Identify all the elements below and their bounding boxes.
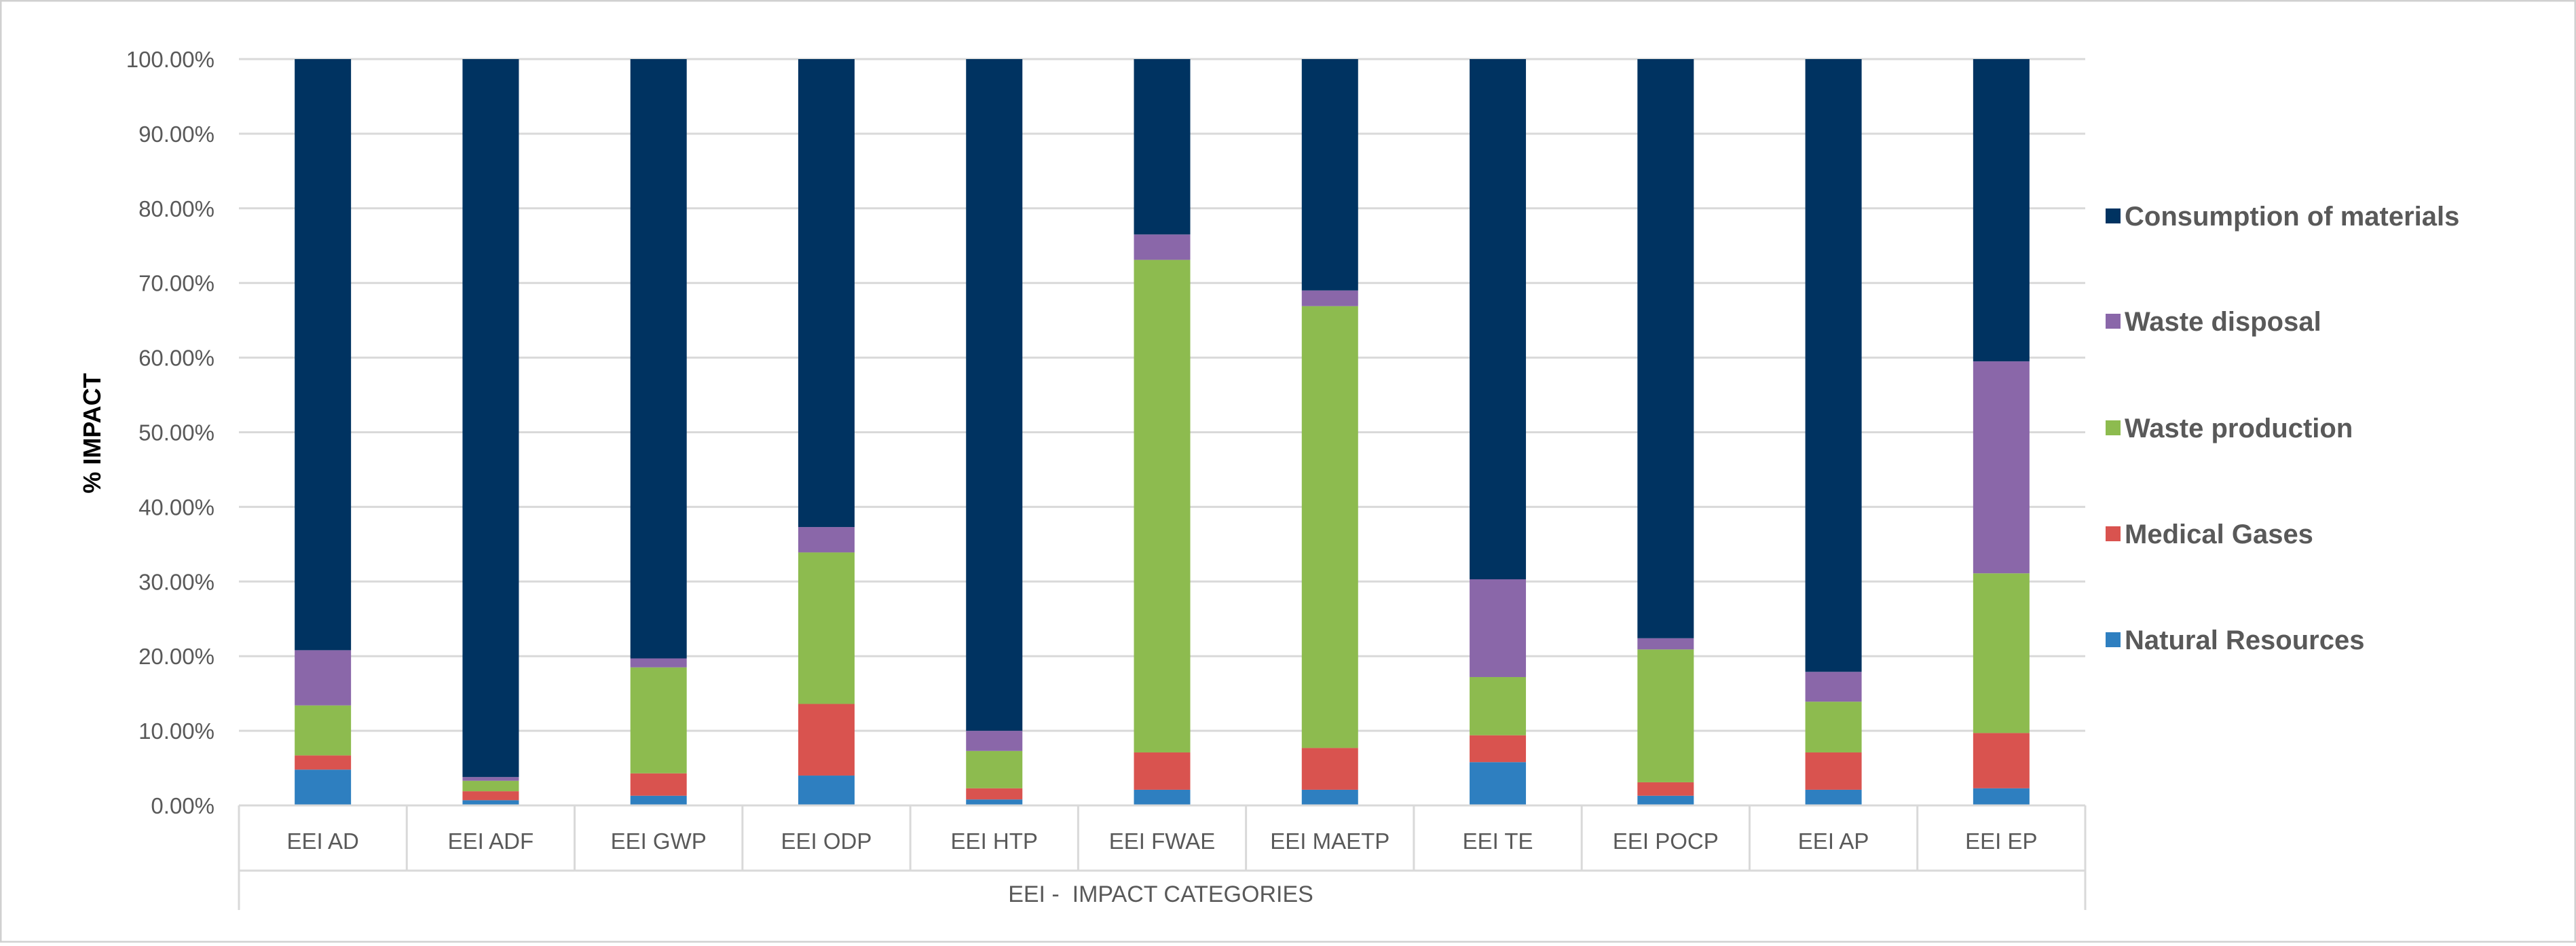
bar-segment-consumption-of-materials — [1470, 59, 1527, 580]
bar-segment-medical-gases — [1805, 752, 1862, 790]
bar-segment-medical-gases — [1637, 782, 1694, 796]
bar-segment-natural-resources — [630, 795, 687, 805]
bar-segment-waste-disposal — [630, 658, 687, 668]
bar-segment-waste-production — [1470, 676, 1527, 735]
bar-segment-medical-gases — [462, 791, 519, 801]
x-axis-title: EEI - IMPACT CATEGORIES — [1008, 881, 1313, 907]
bar-segment-waste-production — [966, 750, 1023, 788]
bar-segment-natural-resources — [966, 799, 1023, 805]
x-tick-label: EEI ODP — [781, 829, 872, 854]
y-tick-label: 20.00% — [138, 644, 214, 669]
bar-segment-medical-gases — [1973, 733, 2030, 788]
bar-segment-consumption-of-materials — [462, 59, 519, 778]
x-tick-label: EEI AP — [1798, 829, 1869, 854]
legend-label: Waste disposal — [2125, 307, 2321, 337]
x-tick-label: EEI ADF — [448, 829, 534, 854]
bar-segment-waste-production — [1973, 573, 2030, 733]
bar-segment-waste-disposal — [966, 731, 1023, 751]
bar-segment-natural-resources — [1805, 789, 1862, 805]
bar-segment-medical-gases — [295, 755, 352, 770]
x-tick-label: EEI FWAE — [1109, 829, 1215, 854]
y-tick-label: 50.00% — [138, 420, 214, 445]
bar-segment-consumption-of-materials — [1637, 59, 1694, 638]
bar-segment-consumption-of-materials — [1973, 59, 2030, 362]
bar-segment-waste-disposal — [295, 650, 352, 706]
bar-segment-waste-disposal — [1470, 579, 1527, 677]
legend-swatch — [2106, 208, 2121, 223]
x-tick-label: EEI EP — [1965, 829, 2037, 854]
x-tick-label: EEI AD — [286, 829, 358, 854]
legend-label: Natural Resources — [2125, 625, 2364, 655]
bar-segment-waste-disposal — [798, 527, 855, 553]
legend: Consumption of materials Waste disposal Wa… — [2106, 202, 2459, 655]
bar-segment-waste-production — [630, 667, 687, 774]
bar-segment-natural-resources — [1470, 762, 1527, 805]
bar-segment-medical-gases — [1301, 748, 1358, 790]
bar-segment-consumption-of-materials — [630, 59, 687, 659]
bar-segment-natural-resources — [1134, 789, 1191, 805]
y-tick-label: 80.00% — [138, 196, 214, 221]
bar-segment-natural-resources — [1973, 788, 2030, 805]
bar-segment-medical-gases — [1470, 735, 1527, 763]
bar-segment-waste-disposal — [1973, 361, 2030, 574]
y-axis-title: % IMPACT — [78, 373, 106, 493]
bar-segment-waste-disposal — [462, 777, 519, 781]
legend-swatch — [2106, 314, 2121, 329]
bar-segment-medical-gases — [798, 704, 855, 776]
bar-segment-medical-gases — [1134, 752, 1191, 790]
legend-swatch — [2106, 632, 2121, 647]
bar-segment-natural-resources — [462, 800, 519, 805]
bar-segment-waste-production — [1805, 702, 1862, 752]
y-tick-label: 10.00% — [138, 718, 214, 744]
bar-segment-consumption-of-materials — [1805, 59, 1862, 672]
x-tick-label: EEI TE — [1463, 829, 1533, 854]
bar-segment-natural-resources — [1301, 789, 1358, 805]
bar-segment-natural-resources — [295, 769, 352, 805]
y-axis-ticks: 0.00% 10.00% 20.00% 30.00% 40.00% 50.00% 60.00… — [126, 47, 214, 818]
bar-segment-waste-production — [1301, 306, 1358, 748]
y-tick-label: 40.00% — [138, 494, 214, 520]
y-tick-label: 90.00% — [138, 122, 214, 147]
bar-segment-consumption-of-materials — [1301, 59, 1358, 291]
x-tick-label: EEI MAETP — [1270, 829, 1389, 854]
bar-segment-waste-production — [798, 552, 855, 704]
bar-segment-consumption-of-materials — [798, 59, 855, 528]
legend-label: Waste production — [2125, 414, 2353, 443]
legend-label: Medical Gases — [2125, 520, 2313, 549]
bars — [295, 59, 2030, 805]
legend-label: Consumption of materials — [2125, 202, 2459, 232]
y-tick-label: 70.00% — [138, 271, 214, 296]
x-tick-label: EEI GWP — [611, 829, 707, 854]
y-tick-label: 30.00% — [138, 569, 214, 594]
legend-swatch — [2106, 420, 2121, 435]
bar-segment-waste-disposal — [1134, 234, 1191, 260]
legend-swatch — [2106, 526, 2121, 541]
bar-segment-medical-gases — [630, 773, 687, 796]
bar-segment-consumption-of-materials — [1134, 59, 1191, 235]
bar-segment-medical-gases — [966, 788, 1023, 800]
bar-segment-waste-disposal — [1637, 638, 1694, 650]
bar-segment-waste-production — [1134, 259, 1191, 752]
bar-segment-waste-production — [295, 705, 352, 756]
y-tick-label: 0.00% — [151, 793, 214, 818]
x-axis: EEI AD EEI ADF EEI GWP EEI ODP EEI HTP EEI FW… — [238, 804, 2087, 910]
bar-segment-waste-disposal — [1805, 672, 1862, 702]
bar-segment-waste-production — [1637, 649, 1694, 782]
bar-segment-waste-disposal — [1301, 290, 1358, 306]
x-tick-label: EEI POCP — [1613, 829, 1719, 854]
bar-segment-waste-production — [462, 780, 519, 792]
y-tick-label: 100.00% — [126, 47, 214, 72]
x-tick-label: EEI HTP — [951, 829, 1038, 854]
y-tick-label: 60.00% — [138, 346, 214, 371]
bar-segment-natural-resources — [798, 776, 855, 805]
bar-segment-consumption-of-materials — [295, 59, 352, 651]
bar-segment-natural-resources — [1637, 795, 1694, 805]
bar-segment-consumption-of-materials — [966, 59, 1023, 731]
